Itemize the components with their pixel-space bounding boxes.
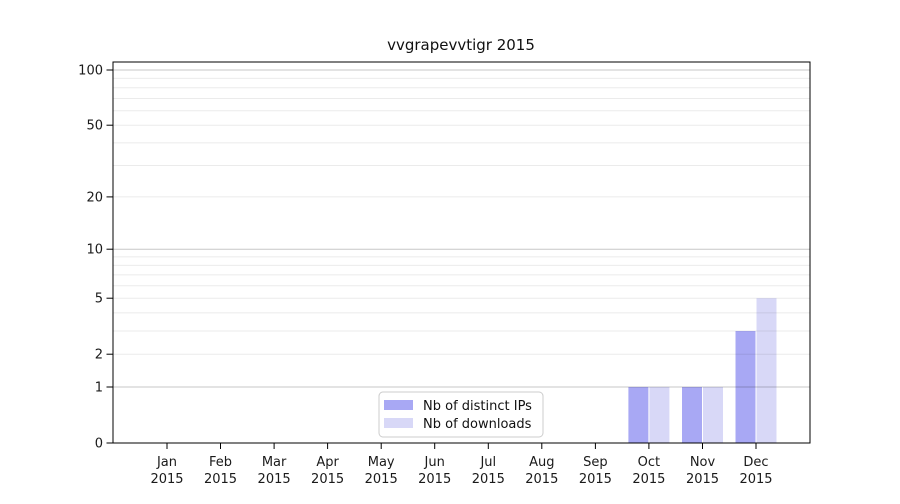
x-tick-label: May 2015 — [365, 455, 398, 487]
bar-nb-of-distinct-ips-oct-2015 — [628, 387, 649, 443]
gridlines-group — [113, 69, 810, 388]
legend: Nb of distinct IPs Nb of downloads — [378, 391, 544, 438]
x-tick-label: Aug 2015 — [525, 455, 558, 487]
y-tick-label: 50 — [86, 119, 103, 134]
plot-area — [113, 62, 810, 443]
x-tick-label: Dec 2015 — [739, 455, 772, 487]
x-tick-label: Jul 2015 — [472, 455, 505, 487]
bar-nb-of-downloads-nov-2015 — [703, 387, 723, 443]
bar-nb-of-downloads-dec-2015 — [756, 298, 777, 443]
bar-nb-of-downloads-oct-2015 — [649, 387, 670, 443]
legend-label-downloads: Nb of downloads — [423, 417, 532, 432]
y-tick-label: 0 — [95, 437, 103, 452]
y-tick-label: 2 — [95, 348, 103, 363]
x-tick-label: Feb 2015 — [204, 455, 237, 487]
x-tick-label: Nov 2015 — [686, 455, 719, 487]
legend-box — [378, 391, 544, 438]
bars-group — [628, 298, 777, 443]
legend-label-distinct-ips: Nb of distinct IPs — [423, 399, 532, 414]
y-tick-label: 100 — [78, 64, 103, 79]
chart-title: vvgrapevvtigr 2015 — [387, 36, 535, 54]
x-tick-label: Mar 2015 — [258, 455, 291, 487]
x-tick-label: Jun 2015 — [418, 455, 451, 487]
x-tick-label: Oct 2015 — [632, 455, 665, 487]
x-tick-label: Sep 2015 — [579, 455, 612, 487]
y-tick-label: 5 — [95, 292, 103, 307]
y-tick-label: 10 — [86, 243, 103, 258]
x-axis: Jan 2015 Feb 2015 Mar 2015 Apr 2015 May 2015 Jun 20… — [150, 443, 773, 487]
y-tick-label: 1 — [95, 381, 103, 396]
x-tick-label: Apr 2015 — [311, 455, 344, 487]
y-axis: 0 1 2 5 10 20 50 100 — [78, 64, 113, 452]
x-tick-label: Jan 2015 — [150, 455, 183, 487]
legend-swatch-distinct-ips-icon — [384, 400, 413, 410]
bar-nb-of-distinct-ips-dec-2015 — [735, 331, 756, 443]
y-tick-label: 20 — [86, 190, 103, 205]
legend-swatch-downloads-icon — [384, 418, 413, 428]
plot-border — [112, 61, 811, 444]
bar-nb-of-distinct-ips-nov-2015 — [682, 387, 702, 443]
